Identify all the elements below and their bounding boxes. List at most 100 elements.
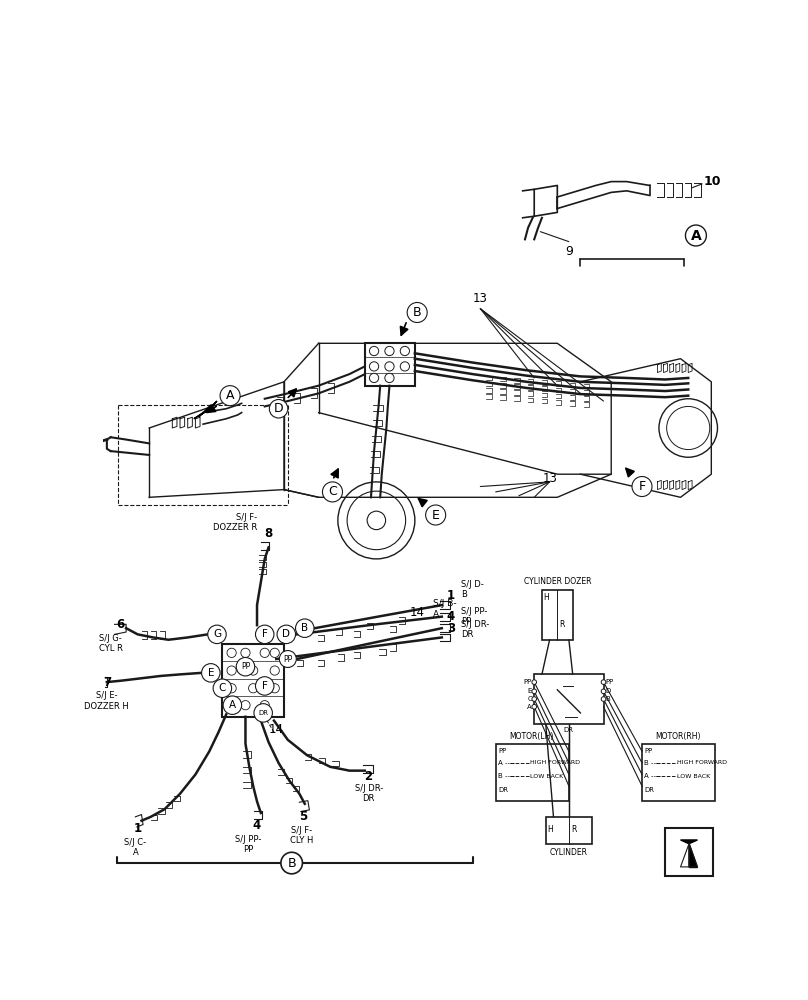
Text: LOW BACK: LOW BACK: [676, 774, 710, 779]
Circle shape: [601, 689, 606, 694]
Text: F: F: [262, 629, 267, 639]
Circle shape: [407, 302, 427, 323]
Text: DR: DR: [564, 727, 574, 733]
Circle shape: [601, 680, 606, 684]
Text: LOW BACK: LOW BACK: [530, 774, 564, 779]
Bar: [534, 674, 604, 724]
Text: H: H: [544, 593, 549, 602]
Text: 2: 2: [364, 770, 372, 783]
Text: F: F: [262, 681, 267, 691]
Text: A: A: [229, 700, 236, 710]
Circle shape: [385, 346, 394, 356]
Circle shape: [208, 625, 226, 644]
Text: S/J DR-
DR: S/J DR- DR: [355, 784, 383, 803]
Circle shape: [260, 648, 269, 657]
Bar: [496, 744, 569, 801]
Text: 8: 8: [264, 527, 272, 540]
Circle shape: [241, 701, 250, 710]
Circle shape: [632, 477, 652, 497]
Text: B: B: [413, 306, 422, 319]
Bar: [642, 744, 715, 801]
Circle shape: [213, 679, 232, 698]
Circle shape: [601, 697, 606, 701]
Text: S/J E-
DOZZER H: S/J E- DOZZER H: [85, 691, 129, 711]
Text: D: D: [274, 402, 284, 415]
Circle shape: [532, 689, 537, 694]
Polygon shape: [194, 401, 217, 419]
Text: C: C: [328, 485, 337, 498]
Text: S/J F-
CLY H: S/J F- CLY H: [290, 826, 314, 845]
Polygon shape: [680, 844, 689, 867]
Bar: [545, 817, 592, 844]
Text: C: C: [219, 683, 226, 693]
Text: HIGH FORWARD: HIGH FORWARD: [530, 760, 580, 765]
Text: A ----: A ----: [498, 760, 515, 766]
Text: 5: 5: [299, 810, 307, 823]
Circle shape: [227, 666, 236, 675]
Circle shape: [269, 400, 288, 418]
Circle shape: [255, 677, 274, 695]
Text: PP: PP: [524, 679, 532, 685]
Text: A: A: [527, 704, 532, 710]
Polygon shape: [689, 844, 697, 867]
Text: 13: 13: [542, 472, 557, 485]
Text: S/J G-
CYL R: S/J G- CYL R: [99, 634, 123, 653]
Text: CYLINDER DOZER: CYLINDER DOZER: [524, 577, 591, 586]
Circle shape: [400, 346, 410, 356]
Text: 3: 3: [447, 622, 455, 635]
Text: B ----: B ----: [644, 760, 661, 766]
Circle shape: [369, 373, 379, 383]
Circle shape: [249, 684, 258, 693]
Circle shape: [281, 852, 302, 874]
Text: PP: PP: [606, 679, 614, 685]
Circle shape: [249, 666, 258, 675]
Text: 13: 13: [473, 292, 488, 305]
Text: A: A: [691, 229, 701, 242]
Circle shape: [241, 648, 250, 657]
Text: PP: PP: [644, 748, 653, 754]
Circle shape: [255, 625, 274, 644]
Text: F: F: [638, 480, 646, 493]
Circle shape: [260, 701, 269, 710]
Bar: [365, 343, 415, 386]
Circle shape: [385, 373, 394, 383]
Circle shape: [385, 362, 394, 371]
Text: 4: 4: [253, 819, 261, 832]
Circle shape: [277, 625, 296, 644]
Text: 14: 14: [269, 723, 284, 736]
Text: S/J C-
A: S/J C- A: [124, 838, 146, 857]
Text: R: R: [571, 825, 577, 834]
Text: E: E: [431, 509, 440, 522]
Text: D: D: [282, 629, 290, 639]
Text: MOTOR(LH): MOTOR(LH): [510, 732, 554, 741]
Bar: [665, 828, 713, 876]
Circle shape: [220, 386, 240, 406]
Text: C: C: [527, 696, 532, 702]
Text: B ----: B ----: [498, 773, 515, 779]
Text: D: D: [606, 688, 611, 694]
Text: 9: 9: [565, 245, 573, 258]
Circle shape: [532, 697, 537, 701]
Circle shape: [532, 680, 537, 684]
Text: HIGH FORWARD: HIGH FORWARD: [676, 760, 726, 765]
Text: E: E: [208, 668, 214, 678]
Text: S/J DR-
DR: S/J DR- DR: [461, 620, 490, 639]
Text: S/J D-
B: S/J D- B: [461, 580, 484, 599]
Circle shape: [227, 648, 236, 657]
Text: PP: PP: [283, 654, 292, 664]
Text: A ----: A ----: [644, 773, 661, 779]
Text: B: B: [301, 623, 309, 633]
Circle shape: [532, 704, 537, 709]
Text: DR: DR: [498, 787, 508, 793]
Circle shape: [223, 696, 242, 714]
Text: PP: PP: [498, 748, 507, 754]
Circle shape: [201, 664, 220, 682]
Text: CYLINDER: CYLINDER: [550, 848, 588, 857]
Text: 14: 14: [410, 606, 425, 619]
Text: 10: 10: [704, 175, 721, 188]
Text: DR: DR: [259, 710, 268, 716]
Polygon shape: [680, 840, 697, 844]
Circle shape: [322, 482, 343, 502]
Text: 6: 6: [116, 618, 124, 631]
Circle shape: [400, 362, 410, 371]
